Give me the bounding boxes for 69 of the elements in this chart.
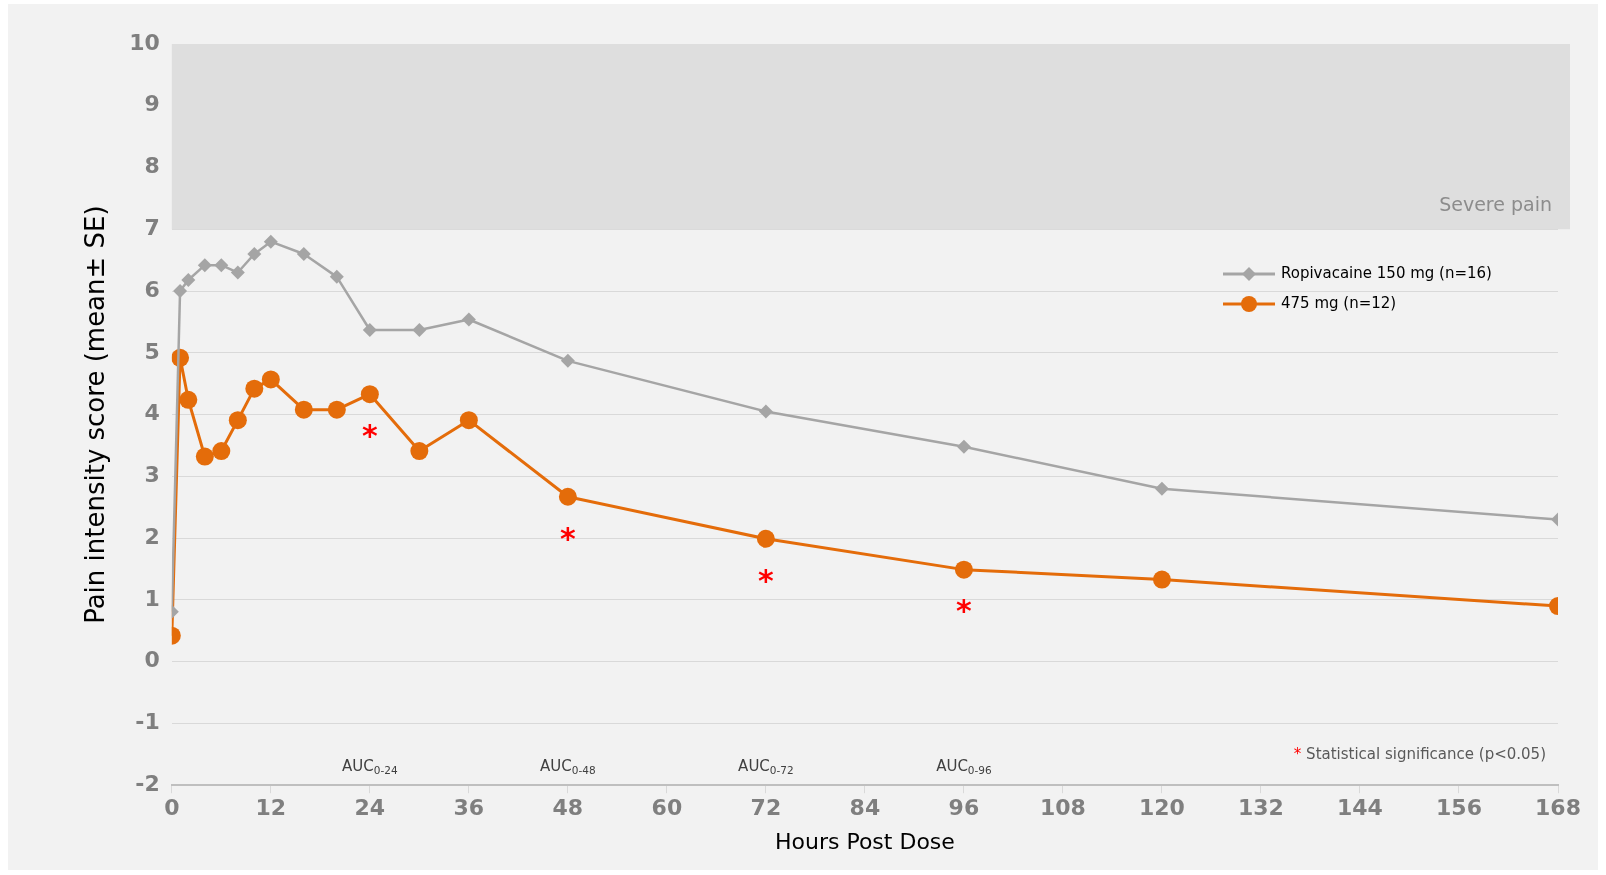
point <box>360 385 379 404</box>
point <box>179 390 198 409</box>
y-tick-label: 10 <box>129 29 160 55</box>
point <box>954 560 973 579</box>
point <box>1154 481 1169 496</box>
y-tick-label: 2 <box>144 523 160 549</box>
point <box>214 258 229 273</box>
y-tick-label: 8 <box>144 153 160 179</box>
annotation: * <box>560 520 577 556</box>
point <box>362 322 377 337</box>
x-tick-label: 12 <box>255 795 287 821</box>
x-tick-label: 120 <box>1138 795 1185 821</box>
point <box>412 322 427 337</box>
y-tick-label: 3 <box>144 462 160 488</box>
y-axis-title: Pain intensity score (mean± SE) <box>80 205 111 624</box>
x-tick-label: 96 <box>948 795 980 821</box>
point <box>410 442 429 461</box>
y-tick-label: 7 <box>144 215 160 241</box>
point <box>173 284 188 299</box>
point <box>956 439 971 454</box>
x-tick-label: 0 <box>164 795 180 821</box>
point <box>263 234 278 249</box>
point <box>461 312 476 327</box>
legend-label: Ropivacaine 150 mg (n=16) <box>1281 263 1492 282</box>
x-tick-label: 24 <box>354 795 386 821</box>
y-tick-label: -2 <box>135 770 160 796</box>
point <box>212 442 231 461</box>
point <box>558 487 577 506</box>
point <box>1152 570 1171 589</box>
y-tick-label: 9 <box>144 91 160 117</box>
x-tick-label: 108 <box>1039 795 1086 821</box>
point <box>230 265 245 280</box>
point <box>560 353 575 368</box>
point <box>245 379 264 398</box>
x-tick-label: 168 <box>1535 795 1581 821</box>
point <box>758 404 773 419</box>
y-tick-label: 4 <box>144 400 160 426</box>
point <box>327 400 346 419</box>
point <box>195 447 214 466</box>
point <box>296 247 311 262</box>
x-axis-title: Hours Post Dose <box>774 828 955 854</box>
annotation: * <box>361 418 378 454</box>
point <box>329 269 344 284</box>
point <box>181 272 196 287</box>
y-tick-label: -1 <box>135 709 160 735</box>
x-tick-label: 48 <box>552 795 584 821</box>
y-tick-label: 1 <box>144 585 160 611</box>
point <box>459 411 478 430</box>
y-tick-label: 6 <box>144 276 160 302</box>
point <box>247 247 262 262</box>
point <box>294 400 313 419</box>
x-tick-label: 36 <box>453 795 485 821</box>
annotation: * <box>956 593 973 629</box>
x-tick-label: 84 <box>849 795 881 821</box>
legend-label: 475 mg (n=12) <box>1281 293 1397 312</box>
point <box>756 529 775 548</box>
y-tick-label: 0 <box>144 647 160 673</box>
x-tick-label: 60 <box>651 795 683 821</box>
annotation: * <box>758 562 775 598</box>
point <box>197 258 212 273</box>
x-tick-label: 144 <box>1337 795 1383 821</box>
x-tick-label: 132 <box>1237 795 1284 821</box>
point <box>228 411 247 430</box>
x-tick-label: 156 <box>1436 795 1482 821</box>
x-tick-label: 72 <box>750 795 782 821</box>
point <box>261 370 280 389</box>
y-tick-label: 5 <box>144 338 160 364</box>
band-label: Severe pain <box>1439 192 1552 215</box>
annotation: * Statistical significance (p<0.05) <box>1293 745 1547 764</box>
